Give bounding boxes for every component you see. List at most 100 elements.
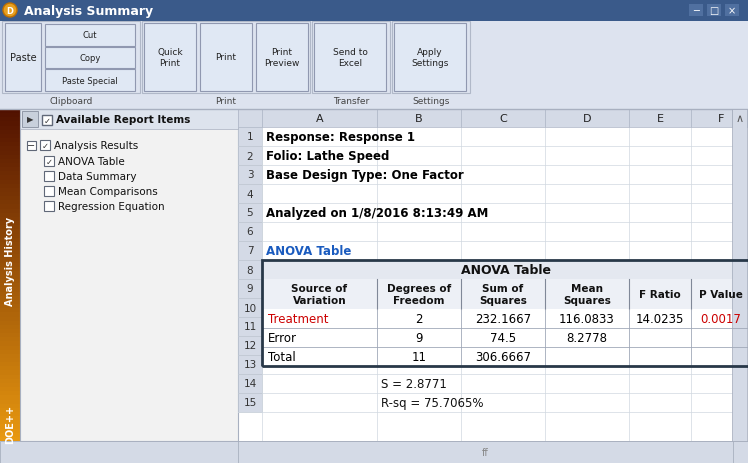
Bar <box>0 362 20 367</box>
Bar <box>0 163 20 168</box>
Bar <box>0 308 20 313</box>
Text: 232.1667: 232.1667 <box>475 313 531 325</box>
Bar <box>238 336 733 355</box>
Text: ×: × <box>728 6 736 16</box>
Text: Analysis History: Analysis History <box>5 216 15 305</box>
Bar <box>27 142 36 150</box>
Bar <box>0 387 20 391</box>
Bar <box>392 22 470 94</box>
Text: 13: 13 <box>243 360 257 369</box>
Bar <box>0 267 20 271</box>
Text: Transfer: Transfer <box>333 97 369 106</box>
Bar <box>0 337 20 342</box>
Text: Copy: Copy <box>79 54 101 63</box>
Bar <box>0 407 20 412</box>
Bar <box>0 118 20 122</box>
Text: Error: Error <box>268 332 297 344</box>
Bar <box>0 192 20 197</box>
Bar <box>238 279 733 298</box>
Text: ANOVA Table: ANOVA Table <box>58 156 125 167</box>
Text: Treatment: Treatment <box>268 313 328 325</box>
Bar <box>312 22 390 94</box>
Bar <box>200 24 252 92</box>
Bar <box>0 242 20 246</box>
Bar <box>238 110 748 128</box>
Bar <box>0 304 20 308</box>
Text: 6: 6 <box>247 227 254 237</box>
Text: 2: 2 <box>247 151 254 161</box>
Text: Base Design Type: One Factor: Base Design Type: One Factor <box>266 169 464 181</box>
Bar <box>0 205 20 209</box>
Bar <box>144 24 196 92</box>
Bar <box>45 25 135 47</box>
Text: Cut: Cut <box>83 31 97 40</box>
Text: Print
Preview: Print Preview <box>264 48 300 68</box>
Bar <box>0 134 20 139</box>
Text: Mean
Squares: Mean Squares <box>563 283 611 306</box>
Bar <box>461 110 545 128</box>
Bar <box>238 393 262 412</box>
Bar <box>0 295 20 300</box>
Text: Settings: Settings <box>412 97 450 106</box>
Bar <box>0 109 20 114</box>
Bar <box>238 147 733 166</box>
Text: 9: 9 <box>415 332 423 344</box>
Bar <box>238 279 262 298</box>
Bar <box>262 110 377 128</box>
Bar <box>0 146 20 151</box>
Text: 5: 5 <box>247 208 254 218</box>
Text: 306.6667: 306.6667 <box>475 350 531 363</box>
Bar <box>0 213 20 218</box>
Bar <box>238 374 262 393</box>
Bar <box>0 428 20 433</box>
Text: P Value: P Value <box>699 289 743 300</box>
Bar <box>0 416 20 420</box>
Bar <box>0 354 20 358</box>
Bar <box>0 432 20 437</box>
Bar <box>0 441 748 463</box>
Bar <box>0 374 20 379</box>
Text: Send to
Excel: Send to Excel <box>333 48 367 68</box>
Bar <box>238 336 262 355</box>
Bar <box>238 204 733 223</box>
Circle shape <box>3 4 17 18</box>
Bar <box>238 242 262 260</box>
Text: ✓: ✓ <box>43 116 51 125</box>
Bar <box>0 138 20 143</box>
Bar <box>238 128 262 147</box>
Text: □: □ <box>709 6 719 16</box>
Bar <box>262 279 748 310</box>
Text: Total: Total <box>268 350 295 363</box>
Bar <box>0 399 20 404</box>
Bar <box>0 184 20 188</box>
Text: Quick
Print: Quick Print <box>157 48 183 68</box>
Text: −: − <box>28 141 36 150</box>
Bar <box>262 260 748 279</box>
Bar <box>0 188 20 193</box>
Text: 8.2778: 8.2778 <box>566 332 607 344</box>
Bar <box>238 260 262 279</box>
Text: DOE++: DOE++ <box>5 404 15 443</box>
Bar <box>394 24 466 92</box>
Text: D: D <box>583 114 591 124</box>
Bar <box>0 180 20 184</box>
Bar <box>0 325 20 329</box>
Text: D: D <box>7 6 13 15</box>
Text: 3: 3 <box>247 170 254 180</box>
Text: Analysis Summary: Analysis Summary <box>24 5 153 18</box>
Bar <box>0 263 20 267</box>
Text: S = 2.8771: S = 2.8771 <box>381 377 447 390</box>
Bar <box>545 110 629 128</box>
Bar <box>707 5 721 17</box>
Text: F: F <box>718 114 724 124</box>
Bar <box>0 233 20 238</box>
Bar <box>238 147 262 166</box>
Bar <box>0 258 20 263</box>
Text: Folio: Lathe Speed: Folio: Lathe Speed <box>266 150 390 163</box>
Bar <box>256 24 308 92</box>
Bar <box>5 24 41 92</box>
Bar <box>238 128 733 147</box>
Bar <box>0 246 20 250</box>
Bar <box>0 288 20 292</box>
Bar <box>0 350 20 354</box>
